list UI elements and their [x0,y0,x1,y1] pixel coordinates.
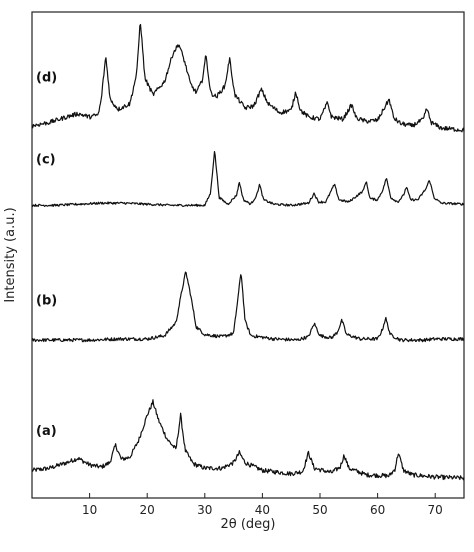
x-tick-label: 60 [370,503,385,517]
series-line-b [31,271,465,343]
x-tick-label: 50 [312,503,327,517]
series-line-d [31,23,465,133]
x-tick-label: 20 [140,503,155,517]
traces-group [31,23,465,481]
series-line-a [31,399,465,481]
x-axis-title: 2θ (deg) [220,517,275,532]
plot-frame [31,11,465,499]
series-label-c: (c) [36,152,56,167]
series-labels: (a) (b) (c) (d) [36,71,57,439]
series-label-b: (b) [36,294,57,309]
series-line-c [31,150,465,207]
series-label-a: (a) [36,424,57,439]
x-tick-label: 10 [82,503,97,517]
x-tick-label: 30 [197,503,212,517]
series-label-d: (d) [36,71,57,86]
x-tick-label: 70 [428,503,443,517]
x-axis-ticks: 10 20 30 40 50 60 70 [31,493,443,517]
x-tick-label: 40 [255,503,270,517]
y-axis-title: Intensity (a.u.) [3,207,18,302]
